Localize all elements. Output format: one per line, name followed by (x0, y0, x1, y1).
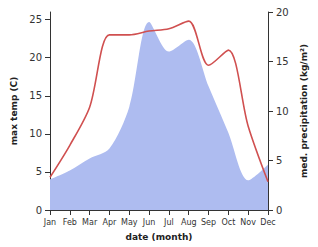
svg-text:May: May (121, 218, 138, 227)
svg-text:Oct: Oct (221, 218, 235, 227)
svg-text:5: 5 (36, 166, 42, 177)
svg-text:25: 25 (29, 14, 42, 25)
svg-text:Jan: Jan (43, 218, 56, 227)
svg-text:5: 5 (276, 155, 282, 166)
svg-text:Sep: Sep (201, 218, 216, 227)
svg-text:Aug: Aug (181, 218, 197, 227)
svg-text:15: 15 (276, 56, 289, 67)
svg-text:date (month): date (month) (126, 232, 193, 242)
svg-text:20: 20 (29, 52, 42, 63)
svg-text:Nov: Nov (240, 218, 256, 227)
svg-text:Jul: Jul (163, 218, 174, 227)
svg-text:Dec: Dec (260, 218, 275, 227)
svg-text:med. precipitation (kg/m²): med. precipitation (kg/m²) (299, 44, 309, 178)
svg-text:Jun: Jun (142, 218, 156, 227)
svg-text:Apr: Apr (103, 218, 118, 227)
svg-text:0: 0 (36, 205, 42, 216)
svg-text:10: 10 (276, 106, 289, 117)
svg-text:max temp (C): max temp (C) (9, 77, 19, 146)
svg-text:15: 15 (29, 90, 42, 101)
svg-text:Mar: Mar (82, 218, 98, 227)
svg-text:20: 20 (276, 7, 289, 18)
svg-text:0: 0 (276, 205, 282, 216)
svg-text:Feb: Feb (63, 218, 77, 227)
svg-text:10: 10 (29, 128, 42, 139)
